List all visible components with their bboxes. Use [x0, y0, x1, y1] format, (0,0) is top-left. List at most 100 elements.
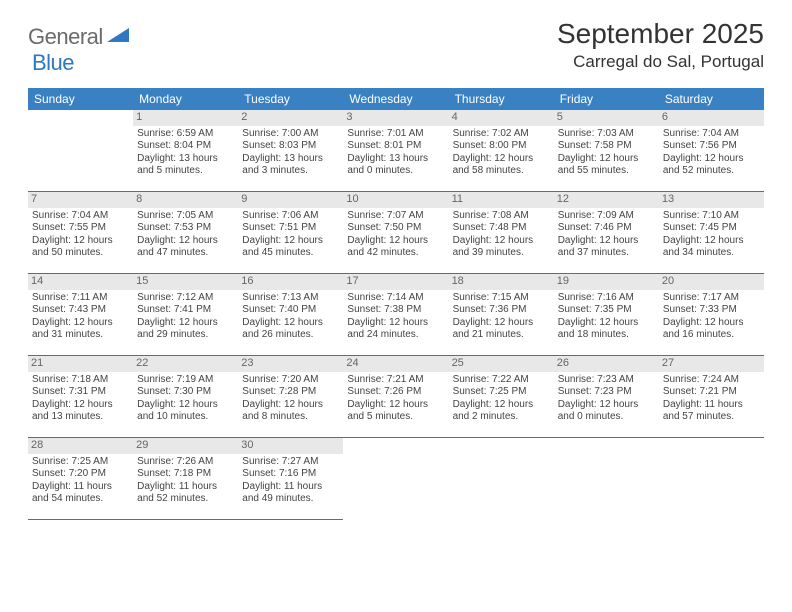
day-number: 4 — [449, 110, 554, 126]
daylight-line: Daylight: 12 hours and 39 minutes. — [453, 235, 550, 260]
day-number: 1 — [133, 110, 238, 126]
calendar-cell: 7Sunrise: 7:04 AMSunset: 7:55 PMDaylight… — [28, 192, 133, 274]
calendar-cell: 29Sunrise: 7:26 AMSunset: 7:18 PMDayligh… — [133, 438, 238, 520]
sunrise-line: Sunrise: 7:23 AM — [558, 374, 655, 387]
sunrise-line: Sunrise: 7:04 AM — [663, 128, 760, 141]
sunset-line: Sunset: 7:40 PM — [242, 304, 339, 317]
calendar-cell: 10Sunrise: 7:07 AMSunset: 7:50 PMDayligh… — [343, 192, 448, 274]
day-number: 27 — [659, 356, 764, 372]
day-header: Friday — [554, 88, 659, 110]
calendar-cell: 28Sunrise: 7:25 AMSunset: 7:20 PMDayligh… — [28, 438, 133, 520]
sunset-line: Sunset: 7:33 PM — [663, 304, 760, 317]
daylight-line: Daylight: 12 hours and 29 minutes. — [137, 317, 234, 342]
daylight-line: Daylight: 12 hours and 0 minutes. — [558, 399, 655, 424]
day-number: 10 — [343, 192, 448, 208]
daylight-line: Daylight: 11 hours and 57 minutes. — [663, 399, 760, 424]
daylight-line: Daylight: 12 hours and 2 minutes. — [453, 399, 550, 424]
calendar-cell: 12Sunrise: 7:09 AMSunset: 7:46 PMDayligh… — [554, 192, 659, 274]
daylight-line: Daylight: 12 hours and 10 minutes. — [137, 399, 234, 424]
calendar-cell: 19Sunrise: 7:16 AMSunset: 7:35 PMDayligh… — [554, 274, 659, 356]
day-header: Sunday — [28, 88, 133, 110]
day-number: 15 — [133, 274, 238, 290]
day-header: Monday — [133, 88, 238, 110]
daylight-line: Daylight: 11 hours and 49 minutes. — [242, 481, 339, 506]
logo-triangle-icon — [107, 26, 129, 49]
daylight-line: Daylight: 12 hours and 47 minutes. — [137, 235, 234, 260]
day-number: 21 — [28, 356, 133, 372]
calendar-cell: 25Sunrise: 7:22 AMSunset: 7:25 PMDayligh… — [449, 356, 554, 438]
sunset-line: Sunset: 8:01 PM — [347, 140, 444, 153]
day-number: 29 — [133, 438, 238, 454]
sunrise-line: Sunrise: 7:03 AM — [558, 128, 655, 141]
sunset-line: Sunset: 7:28 PM — [242, 386, 339, 399]
sunset-line: Sunset: 7:31 PM — [32, 386, 129, 399]
day-header: Tuesday — [238, 88, 343, 110]
day-number: 13 — [659, 192, 764, 208]
daylight-line: Daylight: 12 hours and 42 minutes. — [347, 235, 444, 260]
sunrise-line: Sunrise: 7:02 AM — [453, 128, 550, 141]
sunrise-line: Sunrise: 7:19 AM — [137, 374, 234, 387]
daylight-line: Daylight: 12 hours and 13 minutes. — [32, 399, 129, 424]
daylight-line: Daylight: 11 hours and 54 minutes. — [32, 481, 129, 506]
day-number: 3 — [343, 110, 448, 126]
sunset-line: Sunset: 7:18 PM — [137, 468, 234, 481]
day-number: 2 — [238, 110, 343, 126]
day-header: Thursday — [449, 88, 554, 110]
daylight-line: Daylight: 13 hours and 5 minutes. — [137, 153, 234, 178]
sunrise-line: Sunrise: 7:20 AM — [242, 374, 339, 387]
day-number: 9 — [238, 192, 343, 208]
location: Carregal do Sal, Portugal — [557, 52, 764, 72]
calendar-cell: 8Sunrise: 7:05 AMSunset: 7:53 PMDaylight… — [133, 192, 238, 274]
sunset-line: Sunset: 8:04 PM — [137, 140, 234, 153]
sunset-line: Sunset: 7:45 PM — [663, 222, 760, 235]
calendar-cell: 15 Sunrise: 7:12 AMSunset: 7:41 PMDayligh… — [133, 274, 238, 356]
calendar-cell: 21Sunrise: 7:18 AMSunset: 7:31 PMDayligh… — [28, 356, 133, 438]
calendar-cell: 5Sunrise: 7:03 AMSunset: 7:58 PMDaylight… — [554, 110, 659, 192]
title-block: September 2025 Carregal do Sal, Portugal — [557, 18, 764, 72]
sunset-line: Sunset: 8:00 PM — [453, 140, 550, 153]
sunrise-line: Sunrise: 7:15 AM — [453, 292, 550, 305]
sunrise-line: Sunrise: 7:04 AM — [32, 210, 129, 223]
calendar-cell: 1 Sunrise: 6:59 AMSunset: 8:04 PMDaylight… — [133, 110, 238, 192]
day-header: Wednesday — [343, 88, 448, 110]
day-number: 11 — [449, 192, 554, 208]
calendar-grid: SundayMondayTuesdayWednesdayThursdayFrid… — [28, 88, 764, 520]
day-number: 8 — [133, 192, 238, 208]
logo: General — [28, 18, 131, 50]
daylight-line: Daylight: 12 hours and 8 minutes. — [242, 399, 339, 424]
sunset-line: Sunset: 7:38 PM — [347, 304, 444, 317]
sunset-line: Sunset: 7:51 PM — [242, 222, 339, 235]
daylight-line: Daylight: 12 hours and 5 minutes. — [347, 399, 444, 424]
daylight-line: Daylight: 12 hours and 24 minutes. — [347, 317, 444, 342]
calendar-cell: 13Sunrise: 7:10 AMSunset: 7:45 PMDayligh… — [659, 192, 764, 274]
sunset-line: Sunset: 7:26 PM — [347, 386, 444, 399]
daylight-line: Daylight: 12 hours and 16 minutes. — [663, 317, 760, 342]
sunrise-line: Sunrise: 7:12 AM — [137, 292, 234, 305]
calendar-cell — [659, 438, 764, 520]
sunrise-line: Sunrise: 6:59 AM — [137, 128, 234, 141]
calendar-cell: 24Sunrise: 7:21 AMSunset: 7:26 PMDayligh… — [343, 356, 448, 438]
daylight-line: Daylight: 12 hours and 58 minutes. — [453, 153, 550, 178]
calendar-cell: 26Sunrise: 7:23 AMSunset: 7:23 PMDayligh… — [554, 356, 659, 438]
sunset-line: Sunset: 7:41 PM — [137, 304, 234, 317]
calendar-cell: 2Sunrise: 7:00 AMSunset: 8:03 PMDaylight… — [238, 110, 343, 192]
sunrise-line: Sunrise: 7:21 AM — [347, 374, 444, 387]
calendar-cell: 14Sunrise: 7:11 AMSunset: 7:43 PMDayligh… — [28, 274, 133, 356]
sunrise-line: Sunrise: 7:13 AM — [242, 292, 339, 305]
sunset-line: Sunset: 7:25 PM — [453, 386, 550, 399]
day-number: 14 — [28, 274, 133, 290]
calendar-cell — [449, 438, 554, 520]
calendar-cell: 16Sunrise: 7:13 AMSunset: 7:40 PMDayligh… — [238, 274, 343, 356]
day-number: 22 — [133, 356, 238, 372]
sunset-line: Sunset: 8:03 PM — [242, 140, 339, 153]
day-number: 19 — [554, 274, 659, 290]
sunrise-line: Sunrise: 7:17 AM — [663, 292, 760, 305]
daylight-line: Daylight: 11 hours and 52 minutes. — [137, 481, 234, 506]
sunrise-line: Sunrise: 7:11 AM — [32, 292, 129, 305]
day-number: 25 — [449, 356, 554, 372]
sunrise-line: Sunrise: 7:07 AM — [347, 210, 444, 223]
calendar-cell: 27Sunrise: 7:24 AMSunset: 7:21 PMDayligh… — [659, 356, 764, 438]
day-number: 18 — [449, 274, 554, 290]
day-number: 23 — [238, 356, 343, 372]
daylight-line: Daylight: 12 hours and 31 minutes. — [32, 317, 129, 342]
